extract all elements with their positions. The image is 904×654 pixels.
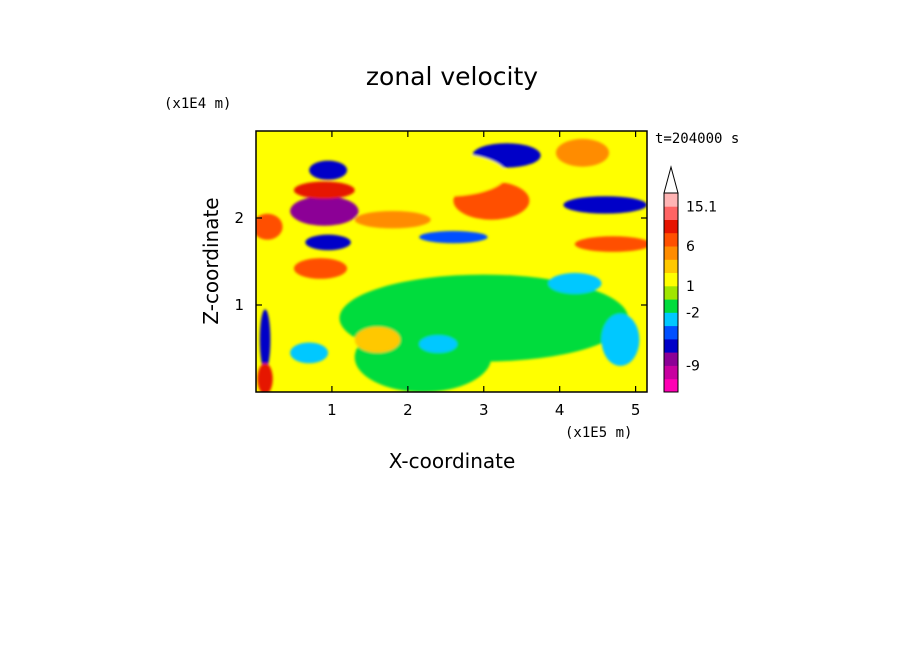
x-unit-label: (x1E5 m) [565, 425, 632, 441]
field-feature [385, 152, 507, 197]
colorbar-frame [663, 192, 679, 393]
colorbar-tick-label: -9 [686, 359, 700, 375]
colorbar-band [664, 272, 678, 287]
x-tick-label: 1 [327, 401, 337, 419]
colorbar-band [664, 352, 678, 366]
time-label: t=204000 s [655, 131, 739, 147]
colorbar-tick-label: 1 [686, 279, 695, 295]
y-axis-label: Z-coordinate [199, 197, 223, 324]
colorbar-band [664, 299, 678, 313]
plot-frame [255, 130, 648, 393]
y-tick-label: 1 [234, 296, 244, 314]
colorbar-band [664, 285, 678, 300]
field-feature [305, 234, 351, 251]
field-feature [419, 231, 488, 244]
velocity-field [256, 131, 647, 392]
colorbar-tick-label: 15.1 [686, 199, 717, 215]
colorbar-band [664, 193, 678, 207]
colorbar-band [664, 219, 678, 234]
chart-title: zonal velocity [366, 62, 538, 91]
colorbar-tick-label: -2 [686, 305, 700, 321]
field-feature [555, 138, 610, 167]
colorbar-band [664, 312, 678, 327]
field-feature [548, 272, 602, 294]
field-feature [309, 160, 348, 180]
field-feature [290, 342, 329, 364]
field-feature [574, 236, 647, 252]
field-feature [290, 196, 359, 226]
y-unit-label: (x1E4 m) [164, 96, 231, 112]
x-tick-label: 4 [555, 401, 565, 419]
colorbar-band [664, 325, 678, 340]
field-feature [259, 309, 271, 371]
x-axis-label: X-coordinate [389, 449, 516, 473]
colorbar-band [664, 338, 678, 353]
field-feature [293, 258, 348, 279]
field-feature [354, 326, 401, 353]
colorbar-extend-arrow [663, 165, 679, 194]
colorbar-band [664, 365, 678, 380]
y-axis-ticks: 12 [234, 209, 647, 314]
colorbar-band [664, 378, 678, 393]
colorbar-band [664, 246, 678, 260]
colorbar-band [664, 232, 678, 247]
colorbar-tick-label: 6 [686, 239, 695, 255]
field-feature [563, 196, 647, 214]
field-feature [419, 335, 458, 353]
field-feature [293, 181, 355, 199]
colorbar-band [664, 206, 678, 220]
colorbar-band [664, 259, 678, 273]
field-feature [601, 313, 640, 366]
field-feature [257, 363, 273, 392]
y-tick-label: 2 [234, 209, 244, 227]
field-feature [354, 211, 431, 229]
x-tick-label: 3 [479, 401, 489, 419]
field-feature [256, 213, 283, 240]
colorbar: 15.1 6 1 -2 -9 [663, 165, 717, 393]
x-tick-label: 2 [403, 401, 413, 419]
x-tick-label: 5 [631, 401, 641, 419]
x-axis-ticks: 1 2 3 4 5 [327, 131, 640, 419]
